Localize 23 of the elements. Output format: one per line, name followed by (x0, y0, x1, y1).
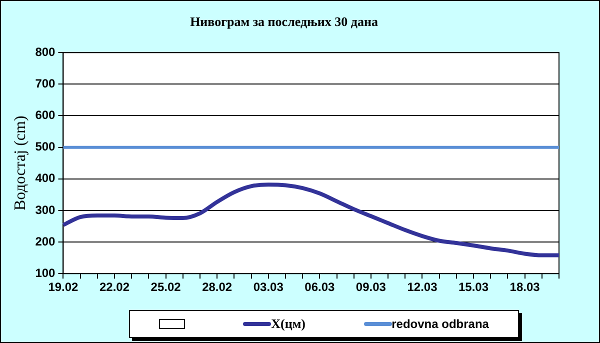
y-axis-title: Водостај (cm) (12, 116, 29, 210)
y-tick-label: 500 (35, 140, 56, 154)
y-tick-label: 300 (35, 202, 56, 217)
legend-label: X(цм) (271, 316, 306, 332)
x-tick-label: 28.02 (202, 280, 232, 294)
x-tick-label: 06.03 (304, 280, 335, 294)
x-tick-label: 19.02 (48, 280, 79, 294)
chart-title: Нивограм за последњих 30 дана (190, 14, 378, 30)
y-tick-label: 700 (35, 76, 56, 90)
x-tick-label: 15.03 (458, 280, 489, 294)
legend-label: redovna odbrana (392, 317, 489, 331)
x-tick-label: 25.02 (150, 280, 182, 294)
x-tick-label: 09.03 (356, 280, 386, 294)
y-tick-label: 800 (35, 44, 56, 59)
x-tick-label: 22.02 (99, 280, 130, 294)
line-series (61, 182, 561, 258)
x-tick-label: 03.03 (253, 280, 284, 294)
x-tick-label: 12.03 (407, 280, 438, 294)
y-tick-label: 100 (35, 266, 56, 280)
y-tick-label: 400 (35, 171, 56, 186)
y-tick-label: 600 (35, 108, 56, 122)
x-tick-label: 18.03 (510, 280, 540, 294)
y-tick-label: 200 (35, 234, 56, 248)
